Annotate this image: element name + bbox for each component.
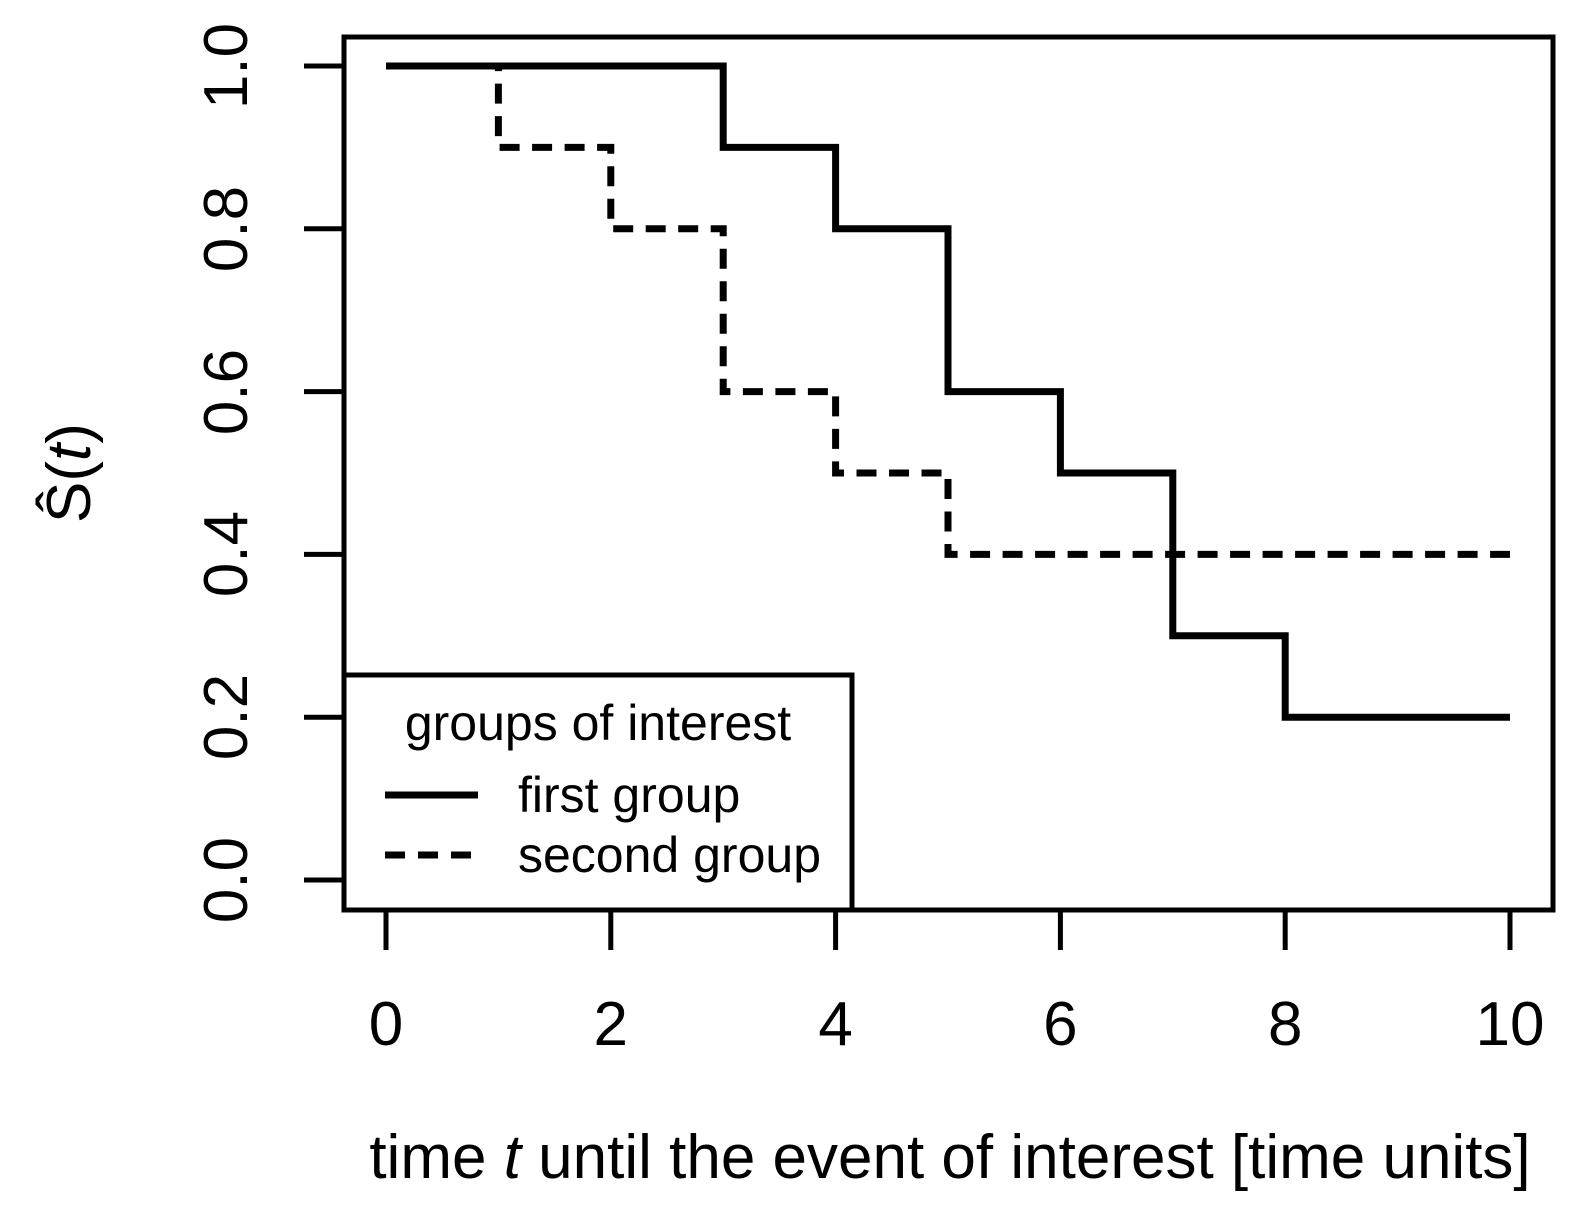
x-axis-title-variable: t (503, 1123, 521, 1192)
legend (341, 672, 855, 913)
legend-label-first-group: first group (518, 767, 741, 823)
y-tick-label: 0.8 (192, 185, 261, 272)
y-axis-ticks (304, 63, 342, 883)
x-axis-ticks (383, 912, 1513, 950)
second-group-curve (386, 62, 1510, 558)
x-axis-title: time t until the event of interest [time… (369, 1127, 1530, 1189)
x-axis-title-post: until the event of interest [time units] (520, 1123, 1531, 1192)
y-tick-label: 0.0 (192, 836, 261, 924)
y-tick-label: 0.6 (192, 348, 261, 435)
y-tick-label: 0.4 (192, 511, 261, 598)
first-group-curve (386, 62, 1510, 721)
x-tick-label: 2 (593, 990, 629, 1059)
legend-label-second-group: second group (518, 827, 822, 883)
y-axis-title-post: ) (35, 423, 104, 444)
x-tick-label: 6 (1043, 990, 1078, 1059)
y-tick-label: 1.0 (192, 22, 261, 110)
x-tick-label: 0 (368, 990, 404, 1059)
x-axis-title-pre: time (369, 1123, 504, 1192)
y-axis-title-pre: Ŝ( (35, 460, 104, 523)
plot-box (341, 34, 1556, 913)
legend-box (341, 672, 855, 913)
y-axis-title: Ŝ(t) (35, 423, 104, 523)
y-axis-title-variable: t (35, 443, 104, 461)
legend-title: groups of interest (404, 695, 792, 751)
x-tick-label: 10 (1475, 990, 1545, 1059)
x-tick-label: 4 (818, 990, 853, 1059)
x-tick-label: 8 (1267, 990, 1303, 1059)
y-tick-label: 0.2 (192, 674, 261, 761)
